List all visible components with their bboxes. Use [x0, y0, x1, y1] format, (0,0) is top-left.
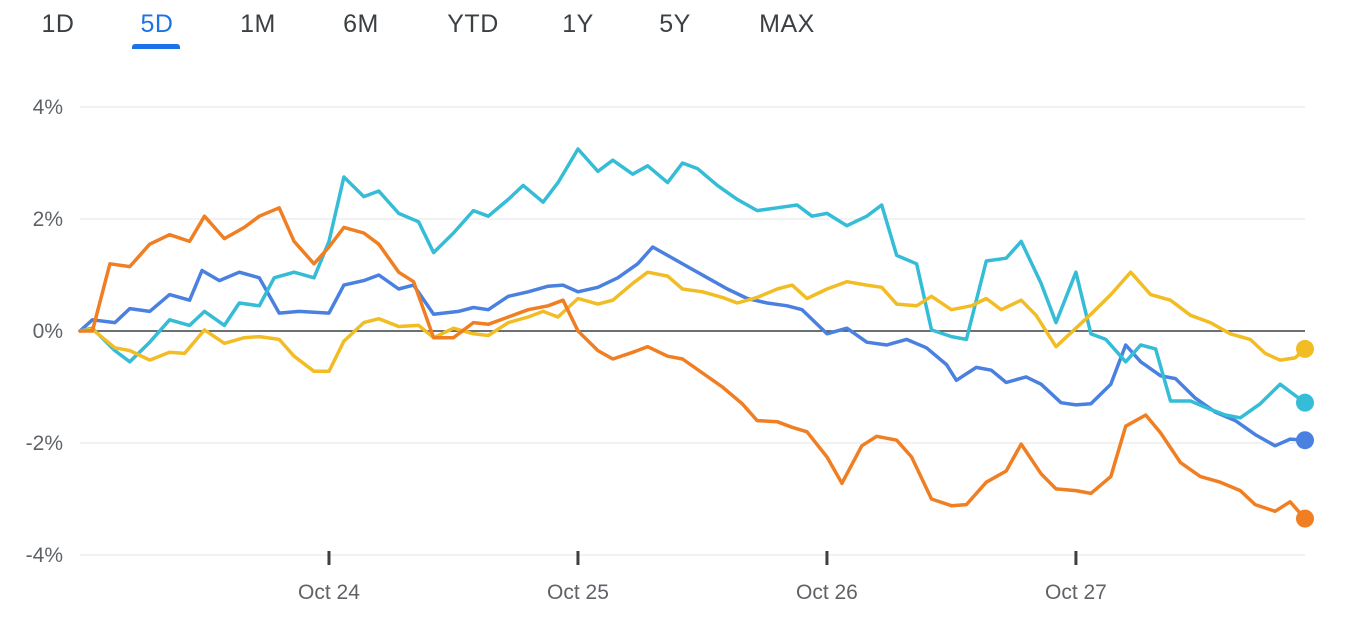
y-tick-label: 2% [33, 208, 63, 231]
series-end-marker-yellow [1296, 339, 1314, 358]
tab-1d[interactable]: 1D [41, 10, 75, 38]
x-axis-tick-marks [327, 551, 1078, 565]
series-line-orange [78, 206, 1307, 521]
y-axis-tick-labels: 4% 2% 0% -2% -4% [26, 96, 63, 567]
series-end-marker-blue [1296, 431, 1314, 450]
series-line-cyan [78, 147, 1307, 420]
y-tick-label: 0% [33, 320, 63, 343]
series-line-yellow [78, 270, 1307, 374]
x-tick-label: Oct 25 [547, 581, 609, 604]
time-range-tabs: 1D 5D 1M 6M YTD 1Y 5Y MAX [0, 0, 1360, 56]
tab-1m[interactable]: 1M [240, 10, 276, 38]
x-tick-label: Oct 24 [298, 581, 360, 604]
tab-max[interactable]: MAX [759, 10, 815, 38]
x-axis-tick-labels: Oct 24 Oct 25 Oct 26 Oct 27 [298, 581, 1107, 604]
series-end-markers [1296, 339, 1314, 528]
series-line-blue [78, 245, 1307, 448]
tab-1y[interactable]: 1Y [562, 10, 594, 38]
tab-6m[interactable]: 6M [343, 10, 379, 38]
x-tick-label: Oct 27 [1045, 581, 1107, 604]
tab-5y[interactable]: 5Y [659, 10, 691, 38]
series-end-marker-cyan [1296, 393, 1314, 412]
series-lines [78, 147, 1307, 521]
active-tab-indicator [132, 44, 180, 49]
y-tick-label: 4% [33, 96, 63, 119]
x-tick-label: Oct 26 [796, 581, 858, 604]
y-tick-label: -2% [26, 432, 63, 455]
tab-ytd[interactable]: YTD [447, 10, 499, 38]
y-tick-label: -4% [26, 544, 63, 567]
series-end-marker-orange [1296, 509, 1314, 528]
grid-lines [80, 106, 1305, 556]
tab-5d[interactable]: 5D [140, 10, 174, 38]
